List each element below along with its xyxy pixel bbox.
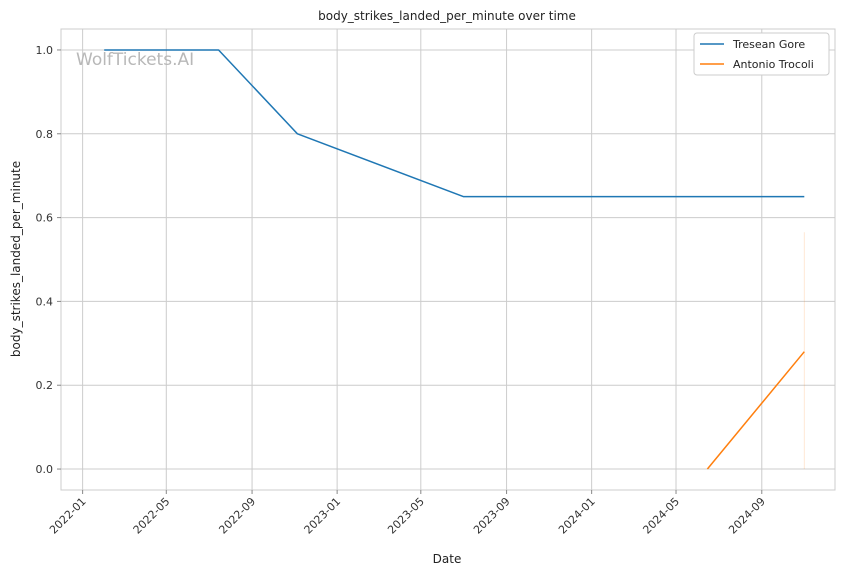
- series-line-1: [706, 351, 805, 470]
- grid: [61, 29, 835, 490]
- legend-label-antonio-trocoli: Antonio Trocoli: [733, 58, 814, 71]
- plot-frame: [60, 28, 836, 491]
- legend: Tresean Gore Antonio Trocoli: [693, 32, 830, 76]
- y-axis-ticks: 0.0 0.2 0.4 0.6 0.8 1.0: [36, 44, 61, 476]
- watermark: WolfTickets.AI: [76, 50, 194, 70]
- y-tick-label: 1.0: [36, 44, 54, 57]
- series-layer: [104, 49, 805, 470]
- y-tick-label: 0.2: [36, 379, 54, 392]
- y-tick-label: 0.6: [36, 212, 54, 225]
- y-tick-label: 0.4: [36, 295, 54, 308]
- chart-title: body_strikes_landed_per_minute over time: [318, 9, 576, 23]
- legend-box: [693, 32, 830, 76]
- y-tick-label: 0.8: [36, 128, 54, 141]
- y-axis-label: body_strikes_landed_per_minute: [9, 161, 23, 357]
- x-axis-label: Date: [433, 552, 462, 566]
- series-line-0: [104, 49, 805, 198]
- legend-label-tresean-gore: Tresean Gore: [732, 38, 805, 51]
- y-tick-label: 0.0: [36, 463, 54, 476]
